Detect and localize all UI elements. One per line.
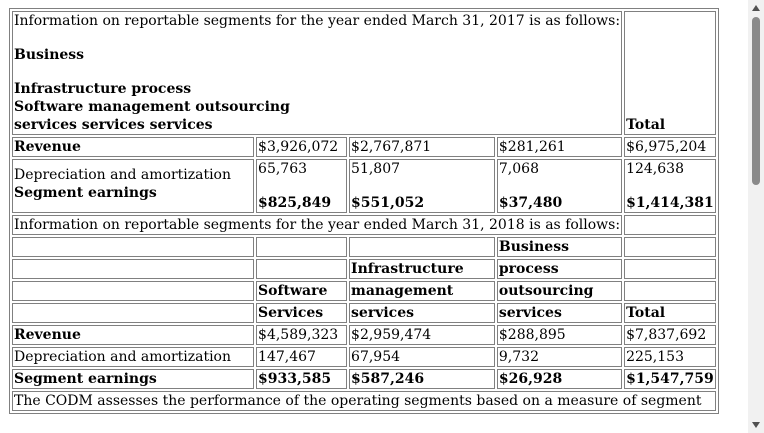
- cell-revenue-software-2018: $4,589,323: [256, 325, 348, 345]
- row-label-revenue-2017: Revenue: [12, 137, 255, 157]
- document-viewport: Information on reportable segments for t…: [9, 8, 719, 414]
- table-row: Services services services Total: [12, 303, 716, 323]
- cell-depreciation-bpo-2017: 7,068: [498, 161, 539, 177]
- table-row: The CODM assesses the performance of the…: [12, 391, 716, 411]
- intro-2017: Information on reportable segments for t…: [14, 13, 621, 29]
- cell-depreciation-software-2017: 65,763: [258, 161, 308, 177]
- header-total-2017: Total: [624, 11, 716, 135]
- cell-revenue-total-2018: $7,837,692: [624, 325, 716, 345]
- empty-cell: [349, 237, 495, 257]
- empty-cell: [12, 259, 255, 279]
- table-row: Software management outsourcing: [12, 281, 716, 301]
- cell-depreciation-infra-2017: 51,807: [351, 161, 401, 177]
- header-services-bpo-2018: services: [496, 303, 623, 323]
- cell-earnings-total-2018: $1,547,759: [624, 369, 716, 389]
- cell-earnings-bpo-2017: $37,480: [498, 195, 563, 211]
- cell-depreciation-bpo-2018: 9,732: [496, 347, 623, 367]
- cell-earnings-bpo-2018: $26,928: [496, 369, 623, 389]
- header-infrastructure-2018: Infrastructure: [349, 259, 495, 279]
- cell-depreciation-software-2018: 147,467: [256, 347, 348, 367]
- table-row: Information on reportable segments for t…: [12, 215, 716, 235]
- table-row: Business: [12, 237, 716, 257]
- header-total-2018: Total: [624, 303, 716, 323]
- empty-cell: [12, 281, 255, 301]
- cell-revenue-infra-2017: $2,767,871: [349, 137, 495, 157]
- row-label-earnings-2018: Segment earnings: [12, 369, 255, 389]
- row-label-depreciation-2017: Depreciation and amortization: [14, 167, 232, 183]
- row-label-depreciation-2018: Depreciation and amortization: [12, 347, 255, 367]
- header-management-2018: management: [349, 281, 495, 301]
- cell-depreciation-total-2018: 225,153: [624, 347, 716, 367]
- cell-earnings-infra-2017: $551,052: [351, 195, 425, 211]
- scrollbar-thumb[interactable]: [752, 17, 760, 185]
- footer-text: The CODM assesses the performance of the…: [12, 391, 716, 411]
- empty-cell: [624, 237, 716, 257]
- table-row: Infrastructure process: [12, 259, 716, 279]
- header-services-software-2018: Services: [256, 303, 348, 323]
- header-business-2017: Business: [14, 47, 85, 63]
- table-row: Depreciation and amortization Segment ea…: [12, 159, 716, 213]
- empty-cell: [624, 215, 716, 235]
- empty-cell: [624, 281, 716, 301]
- scroll-down-arrow-icon[interactable]: [752, 422, 760, 428]
- cell-earnings-software-2017: $825,849: [258, 195, 332, 211]
- header-cell-2017: Information on reportable segments for t…: [12, 11, 623, 135]
- cell-depreciation-infra-2018: 67,954: [349, 347, 495, 367]
- empty-cell: [256, 237, 348, 257]
- empty-cell: [12, 237, 255, 257]
- table-row: Revenue $3,926,072 $2,767,871 $281,261 $…: [12, 137, 716, 157]
- header-software-2018: Software: [256, 281, 348, 301]
- empty-cell: [624, 259, 716, 279]
- row-label-earnings-2017: Segment earnings: [14, 185, 157, 201]
- cell-dep-earn-software-2017: 65,763 $825,849: [256, 159, 348, 213]
- header-business-2018: Business: [496, 237, 623, 257]
- cell-dep-earn-total-2017: 124,638 $1,414,381: [624, 159, 716, 213]
- header-services-infra-2018: services: [349, 303, 495, 323]
- cell-earnings-infra-2018: $587,246: [349, 369, 495, 389]
- intro-2018: Information on reportable segments for t…: [12, 215, 623, 235]
- cell-revenue-bpo-2018: $288,895: [496, 325, 623, 345]
- table-row: Depreciation and amortization 147,467 67…: [12, 347, 716, 367]
- header-software-2017: Software management outsourcing: [14, 99, 290, 115]
- cell-dep-earn-infra-2017: 51,807 $551,052: [349, 159, 495, 213]
- header-process-2018: process: [496, 259, 623, 279]
- vertical-scrollbar[interactable]: [748, 0, 764, 433]
- cell-earnings-total-2017: $1,414,381: [626, 195, 714, 211]
- header-services-2017: services services services: [14, 117, 213, 133]
- cell-revenue-infra-2018: $2,959,474: [349, 325, 495, 345]
- empty-cell: [12, 303, 255, 323]
- cell-revenue-total-2017: $6,975,204: [624, 137, 716, 157]
- cell-revenue-software-2017: $3,926,072: [256, 137, 348, 157]
- scroll-up-arrow-icon[interactable]: [752, 5, 760, 11]
- row-label-dep-earn-2017: Depreciation and amortization Segment ea…: [12, 159, 255, 213]
- empty-cell: [256, 259, 348, 279]
- cell-dep-earn-bpo-2017: 7,068 $37,480: [496, 159, 623, 213]
- header-infra-2017: Infrastructure process: [14, 81, 192, 97]
- cell-depreciation-total-2017: 124,638: [626, 161, 684, 177]
- table-row: Information on reportable segments for t…: [12, 11, 716, 135]
- cell-revenue-bpo-2017: $281,261: [496, 137, 623, 157]
- header-outsourcing-2018: outsourcing: [496, 281, 623, 301]
- row-label-revenue-2018: Revenue: [12, 325, 255, 345]
- table-row: Revenue $4,589,323 $2,959,474 $288,895 $…: [12, 325, 716, 345]
- cell-earnings-software-2018: $933,585: [256, 369, 348, 389]
- segment-table: Information on reportable segments for t…: [9, 8, 719, 414]
- table-row: Segment earnings $933,585 $587,246 $26,9…: [12, 369, 716, 389]
